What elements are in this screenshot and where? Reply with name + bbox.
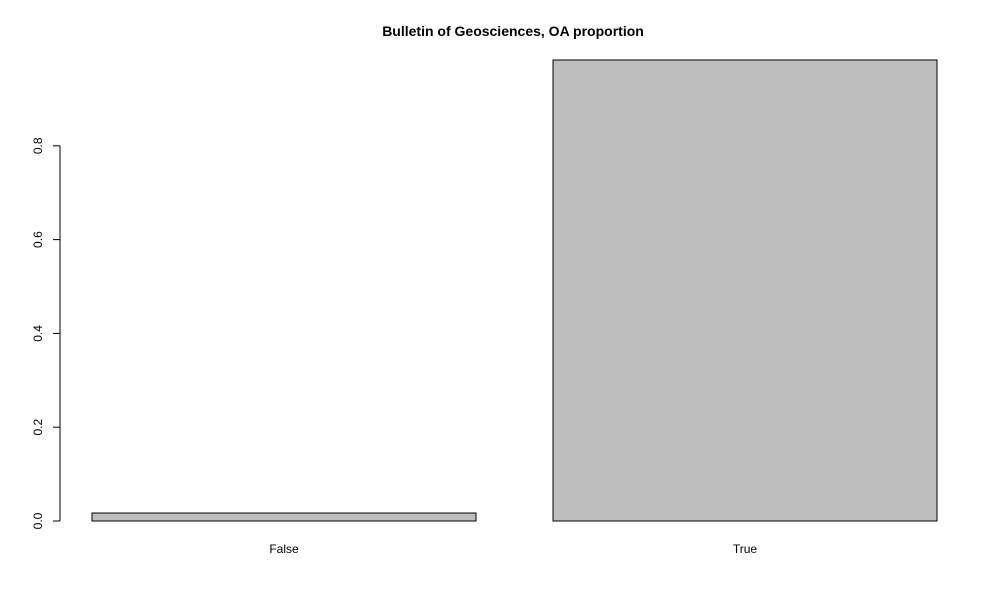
x-axis-labels: False True [269, 542, 757, 556]
bars [91, 59, 938, 522]
y-tick-label: 0.2 [31, 419, 45, 436]
y-tick-label: 0.4 [31, 325, 45, 342]
bar-false [91, 512, 477, 522]
y-tick-label: 0.8 [31, 137, 45, 154]
y-tick-label: 0.0 [31, 512, 45, 529]
x-category-label: True [733, 542, 758, 556]
x-category-label: False [269, 542, 299, 556]
chart-title: Bulletin of Geosciences, OA proportion [382, 23, 644, 39]
y-axis: 0.0 0.2 0.4 0.6 0.8 [31, 137, 61, 529]
y-tick-label: 0.6 [31, 231, 45, 248]
bar-true [552, 59, 938, 522]
